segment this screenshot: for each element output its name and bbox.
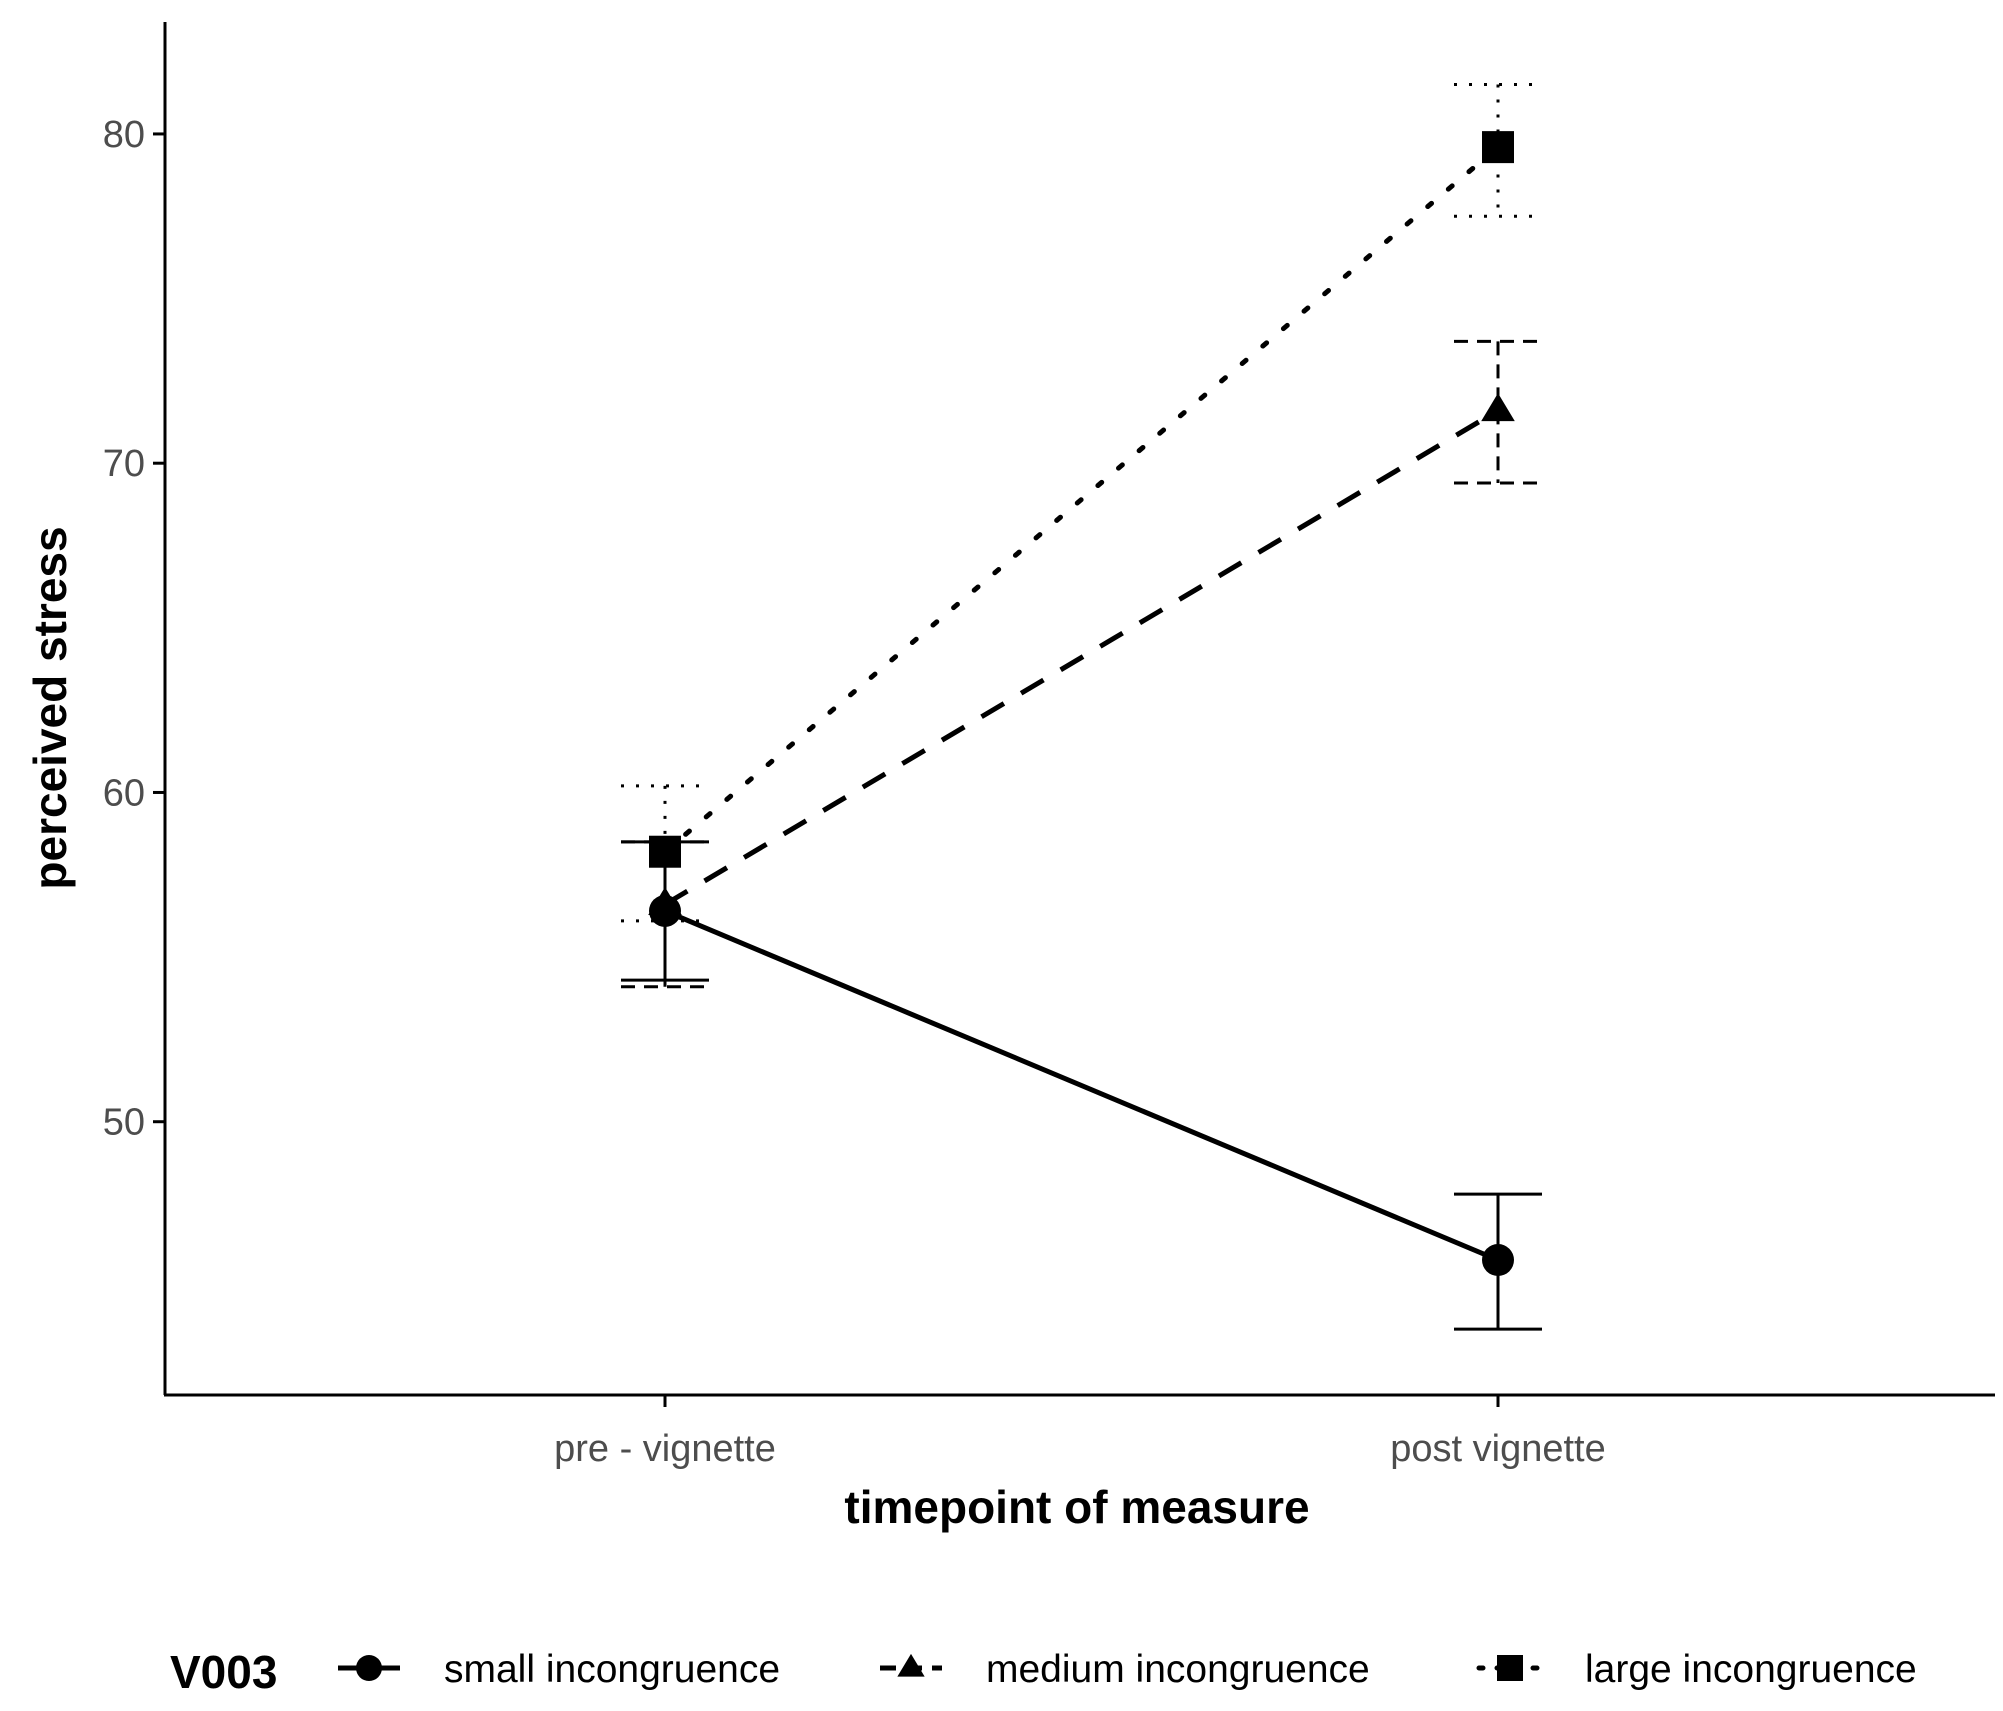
point-medium-incongruence-post-vignette <box>1481 393 1515 422</box>
data-points <box>648 131 1515 1277</box>
legend-key-small-incongruence <box>338 1655 400 1681</box>
series-line-medium-incongruence <box>663 408 1500 907</box>
point-large-incongruence-post-vignette <box>1482 131 1514 164</box>
legend-marker-medium-incongruence <box>897 1653 925 1677</box>
point-large-incongruence-pre-vignette <box>649 835 681 868</box>
y-tick-label-70: 70 <box>103 443 145 485</box>
legend-label-large-incongruence: large incongruence <box>1585 1648 1917 1691</box>
legend-label-small-incongruence: small incongruence <box>444 1648 780 1691</box>
series-line-small-incongruence <box>664 908 1499 1263</box>
series-line-large-incongruence <box>662 144 1501 855</box>
legend-marker-small-incongruence <box>356 1655 382 1681</box>
point-small-incongruence-post-vignette <box>1482 1244 1514 1277</box>
x-tick-label-post-vignette: post vignette <box>1390 1428 1605 1470</box>
y-tick-label-60: 60 <box>103 772 145 814</box>
legend-key-medium-incongruence <box>880 1653 942 1677</box>
point-medium-incongruence-pre-vignette <box>648 887 682 916</box>
series-lines <box>662 144 1501 1263</box>
legend-title: V003 <box>170 1646 277 1698</box>
legend: V003 small incongruence medium incongruen… <box>170 1646 1917 1698</box>
axes <box>163 22 1995 1397</box>
error-bars <box>621 83 1542 1331</box>
y-axis-title: perceived stress <box>24 526 76 889</box>
x-axis-title: timepoint of measure <box>844 1481 1309 1533</box>
ticks: 50 60 70 80 pre - vignette post vignette <box>103 114 1606 1470</box>
y-tick-label-80: 80 <box>103 114 145 156</box>
y-tick-label-50: 50 <box>103 1102 145 1144</box>
legend-label-medium-incongruence: medium incongruence <box>986 1648 1370 1691</box>
legend-key-large-incongruence <box>1476 1655 1544 1681</box>
x-tick-label-pre-vignette: pre - vignette <box>554 1428 776 1470</box>
legend-marker-large-incongruence <box>1497 1655 1523 1681</box>
